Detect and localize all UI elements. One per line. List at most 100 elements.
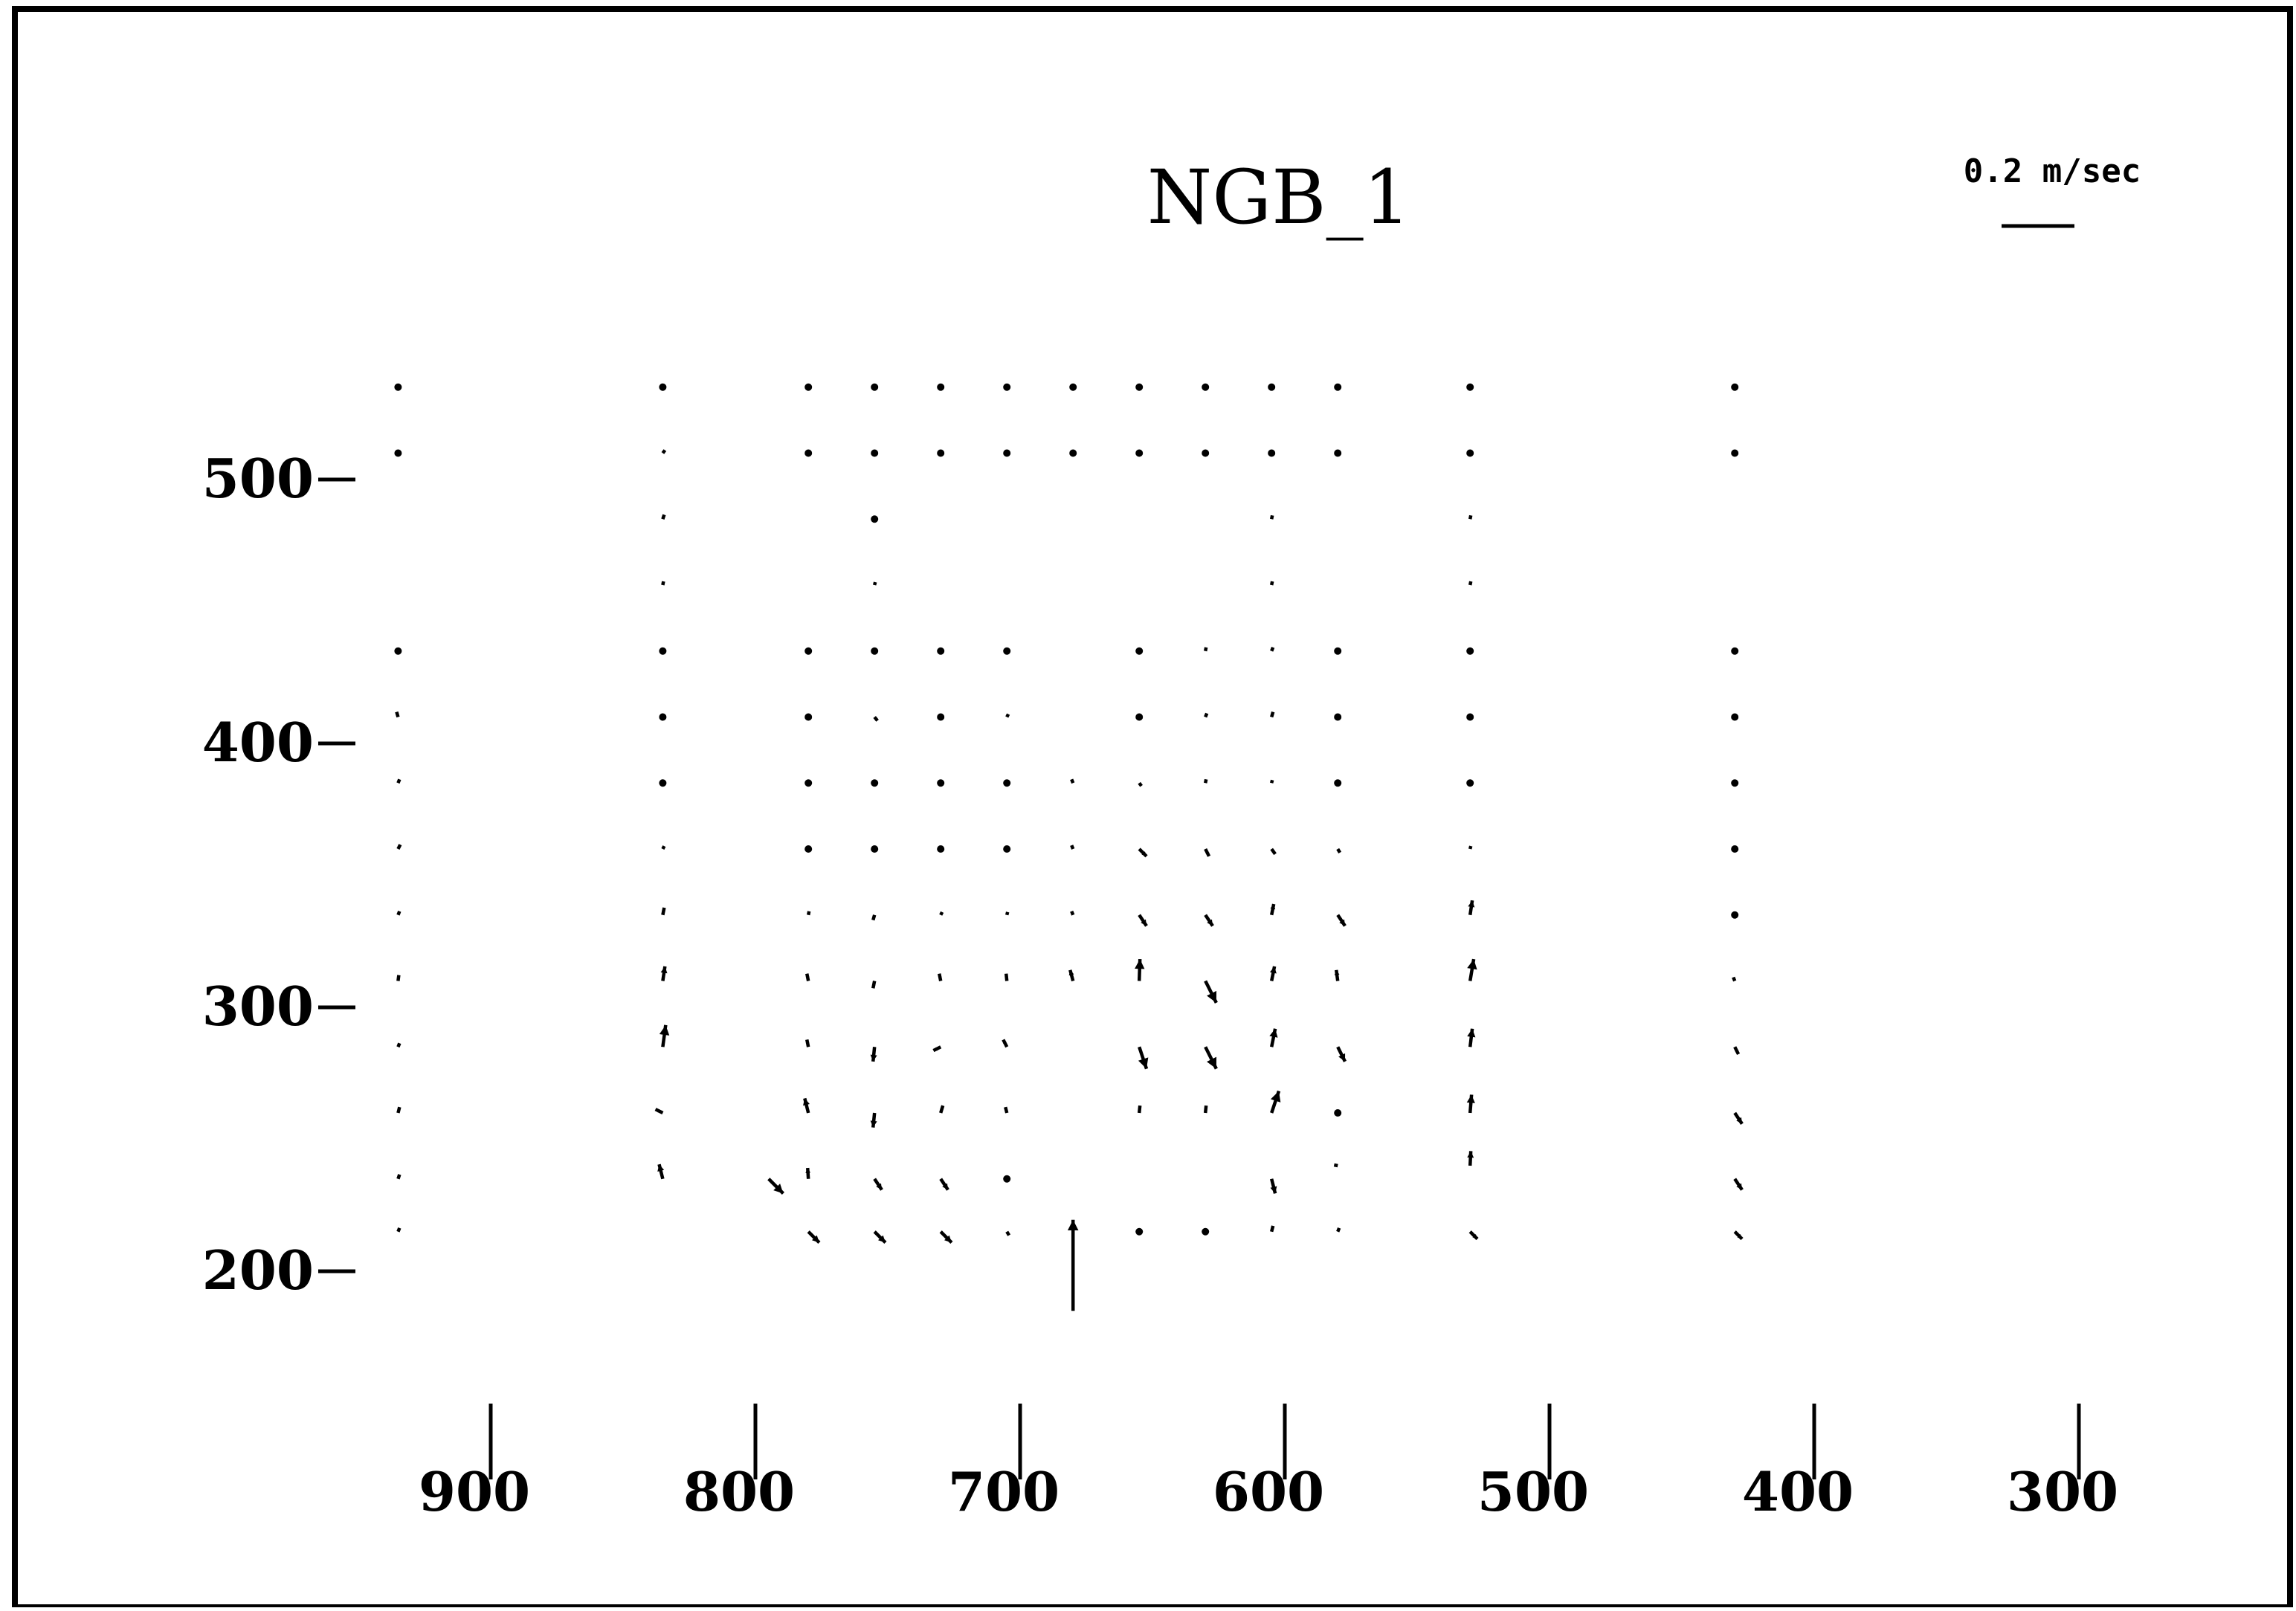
vector-dot: [1334, 1109, 1342, 1117]
velocity-vector: [1268, 449, 1276, 457]
vector-head: [1271, 515, 1273, 517]
vector-dot: [1268, 449, 1276, 457]
vector-dot: [1466, 449, 1474, 457]
vector-head: [1205, 779, 1207, 781]
vector-dot: [1334, 449, 1342, 457]
vector-head: [398, 845, 401, 848]
velocity-vector: [804, 383, 813, 391]
vector-head: [1270, 904, 1276, 910]
velocity-vector: [1135, 713, 1144, 721]
vector-dot: [659, 383, 667, 391]
vector-dot: [1003, 383, 1011, 391]
y-tick-label: 200: [202, 1239, 314, 1302]
vector-head: [870, 1120, 877, 1128]
vector-dot: [394, 449, 402, 457]
x-tick-label: 500: [1477, 1460, 1589, 1523]
velocity-vector: [871, 981, 877, 989]
velocity-vector: [871, 383, 879, 391]
velocity-vector: [873, 1178, 883, 1191]
vector-head: [1207, 919, 1213, 926]
vector-head: [1468, 900, 1475, 908]
vector-head: [663, 450, 665, 452]
vector-head: [1205, 647, 1207, 650]
velocity-vector: [1135, 959, 1145, 981]
velocity-vector: [1336, 1227, 1341, 1233]
velocity-vector: [1004, 973, 1009, 981]
x-tick-label: 800: [683, 1460, 795, 1523]
vector-head: [1205, 852, 1210, 856]
velocity-vector: [661, 907, 666, 916]
velocity-vector: [1138, 914, 1148, 927]
y-tick-label: 500: [202, 447, 314, 510]
velocity-vector: [1070, 911, 1075, 916]
vector-head: [1138, 1105, 1141, 1109]
vector-dot: [1003, 779, 1011, 787]
velocity-vector: [804, 449, 813, 457]
velocity-vector: [1003, 449, 1011, 457]
vector-head: [662, 581, 665, 584]
vector-head: [805, 1168, 810, 1173]
velocity-vector: [937, 647, 945, 655]
velocity-vector: [804, 647, 813, 655]
velocity-vector: [1269, 903, 1276, 916]
velocity-vector: [396, 1174, 402, 1180]
velocity-vector: [937, 779, 945, 787]
vector-head: [805, 1039, 810, 1044]
velocity-vector: [939, 1178, 949, 1191]
velocity-vector: [939, 911, 944, 916]
vector-dot: [1202, 383, 1210, 391]
vector-head: [397, 975, 400, 978]
vector-head: [1467, 959, 1477, 970]
vector-dot: [1731, 449, 1739, 457]
velocity-vector: [1202, 1227, 1210, 1236]
vector-dot: [1135, 383, 1144, 391]
vector-dot: [1731, 845, 1739, 853]
vector-head: [1004, 1107, 1007, 1111]
vector-head: [1204, 1105, 1207, 1109]
vector-head: [397, 1107, 401, 1111]
vector-head: [1139, 784, 1142, 787]
x-tick-label: 700: [948, 1460, 1060, 1523]
velocity-vector: [394, 647, 402, 655]
vector-head: [1007, 714, 1009, 716]
vector-head: [398, 911, 400, 914]
vector-dot: [804, 647, 813, 655]
velocity-vector: [660, 966, 668, 981]
velocity-vector: [1069, 449, 1077, 457]
scale-legend: 0.2 m/sec: [1964, 152, 2141, 228]
velocity-vector: [938, 973, 943, 981]
vector-head: [662, 907, 665, 911]
velocity-vector: [803, 1097, 810, 1114]
vector-head: [872, 917, 875, 920]
velocity-vector: [937, 845, 945, 853]
vector-dot: [1135, 449, 1144, 457]
velocity-vector: [659, 647, 667, 655]
velocity-vector: [1270, 848, 1277, 856]
vector-head: [1338, 1227, 1340, 1230]
x-tick-label: 900: [419, 1460, 530, 1523]
vector-dot: [937, 845, 945, 853]
vector-dot: [1466, 779, 1474, 787]
velocity-vector: [1269, 514, 1274, 520]
vector-dot: [1135, 647, 1144, 655]
vector-dot: [937, 779, 945, 787]
velocity-vector: [804, 713, 813, 721]
vector-head: [662, 514, 665, 517]
velocity-vector: [807, 1230, 821, 1244]
vector-head: [1469, 515, 1471, 517]
vector-head: [1269, 966, 1277, 974]
velocity-vector: [1005, 713, 1010, 718]
velocity-vector: [1135, 383, 1144, 391]
vector-dot: [1268, 383, 1276, 391]
vector-dot: [1334, 647, 1342, 655]
velocity-vector: [657, 1163, 665, 1180]
vector-head: [1006, 911, 1008, 914]
velocity-vector: [1731, 713, 1739, 721]
velocity-vector: [659, 713, 667, 721]
velocity-vector: [1334, 383, 1342, 391]
velocity-vector: [871, 515, 879, 523]
velocity-vector: [1468, 900, 1475, 916]
vector-dot: [804, 845, 813, 853]
velocity-vector: [937, 449, 945, 457]
velocity-vector: [932, 1045, 942, 1053]
